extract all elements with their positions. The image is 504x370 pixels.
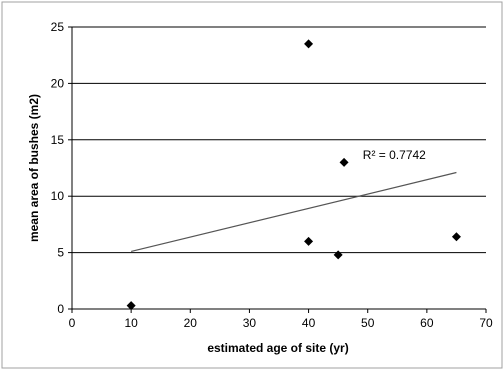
trendline <box>131 171 457 253</box>
y-tick-label-25: 25 <box>51 20 65 34</box>
x-tick-label-70: 70 <box>479 316 493 330</box>
y-tick-label-0: 0 <box>57 302 64 316</box>
trendline-group <box>131 171 457 253</box>
data-point-0-4 <box>339 157 349 167</box>
gridlines <box>72 26 486 254</box>
data-point-0-0 <box>126 301 136 311</box>
x-tick-label-40: 40 <box>302 316 316 330</box>
r-squared-annotation: R² = 0.7742 <box>363 148 426 162</box>
annotations: R² = 0.7742 <box>363 148 426 162</box>
data-point-0-5 <box>451 232 461 242</box>
y-tick-label-5: 5 <box>57 246 64 260</box>
x-tick-label-60: 60 <box>420 316 434 330</box>
data-point-0-1 <box>304 39 314 49</box>
y-tick-label-20: 20 <box>51 76 65 90</box>
y-tick-label-15: 15 <box>51 133 65 147</box>
x-axis-title: estimated age of site (yr) <box>207 341 348 355</box>
x-tick-label-50: 50 <box>361 316 375 330</box>
data-point-0-2 <box>304 236 314 246</box>
tick-labels: 0 5 10 15 20 25 0 10 20 30 40 50 60 70 <box>51 20 493 330</box>
x-tick-label-30: 30 <box>243 316 257 330</box>
data-points <box>126 39 461 311</box>
y-tick-label-10: 10 <box>51 189 65 203</box>
y-axis-title: mean area of bushes (m2) <box>27 94 41 242</box>
axes <box>68 26 487 313</box>
x-tick-label-0: 0 <box>69 316 76 330</box>
x-tick-label-10: 10 <box>124 316 138 330</box>
data-point-0-3 <box>333 250 343 260</box>
x-tick-label-20: 20 <box>184 316 198 330</box>
